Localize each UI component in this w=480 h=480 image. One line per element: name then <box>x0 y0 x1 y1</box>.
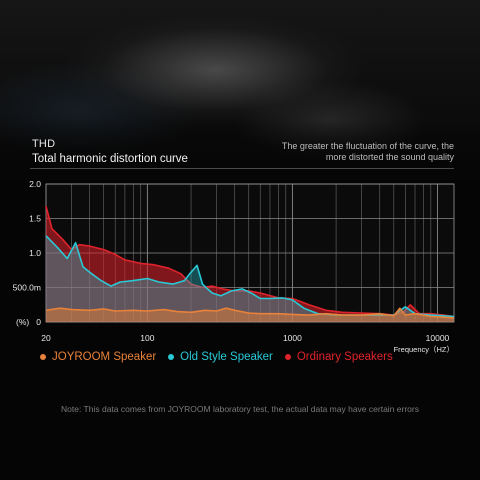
y-tick-label: 1.0 <box>29 248 41 258</box>
legend-label: Old Style Speaker <box>180 351 273 363</box>
series-area-2 <box>46 235 454 322</box>
chart-legend: JOYROOM Speaker Old Style Speaker Ordinary… <box>40 349 460 365</box>
legend-item: JOYROOM Speaker <box>40 351 156 363</box>
x-tick-label: 100 <box>140 333 154 343</box>
y-axis-label: (%) <box>16 317 29 327</box>
legend-dot <box>284 354 291 360</box>
legend-label: Ordinary Speakers <box>296 351 393 363</box>
series-area-1 <box>46 206 454 322</box>
y-tick-label: 1.5 <box>29 214 41 224</box>
curve-note-line2: more distorted the sound quality <box>325 152 454 162</box>
x-tick-label: 10000 <box>426 333 450 343</box>
footnote: Note: This data comes from JOYROOM labor… <box>61 404 419 414</box>
hero-background-image <box>0 0 480 180</box>
curve-note-line1: The greater the fluctuation of the curve… <box>281 141 454 151</box>
legend-item: Old Style Speaker <box>168 351 273 363</box>
chart-title: Total harmonic distortion curve <box>32 153 188 165</box>
y-tick-label: 0 <box>36 317 41 327</box>
thd-chart: 0 500.0m 1.0 1.5 2.0 (%) 20 100 1000 10000 Frequen… <box>13 179 455 354</box>
legend-dot <box>40 354 46 360</box>
axis-labels: 0 500.0m 1.0 1.5 2.0 (%) 20 100 1000 10000 Frequen… <box>13 179 454 354</box>
legend-dot <box>168 354 175 360</box>
header-divider <box>30 168 454 169</box>
x-tick-label: 1000 <box>283 333 302 343</box>
series-layer <box>45 205 455 322</box>
chart-title-abbrev: THD <box>32 138 56 150</box>
y-tick-label: 500.0m <box>13 283 41 293</box>
legend-label: JOYROOM Speaker <box>52 351 157 363</box>
legend-item: Ordinary Speakers <box>284 351 393 363</box>
x-tick-label: 20 <box>41 333 51 343</box>
series-line-3 <box>45 307 455 319</box>
x-axis-label: Frequency（HZ） <box>394 345 454 354</box>
title-block: THD Total harmonic distortion curve <box>32 138 188 165</box>
y-tick-label: 2.0 <box>29 179 41 189</box>
curve-note: The greater the fluctuation of the curve… <box>224 141 454 163</box>
